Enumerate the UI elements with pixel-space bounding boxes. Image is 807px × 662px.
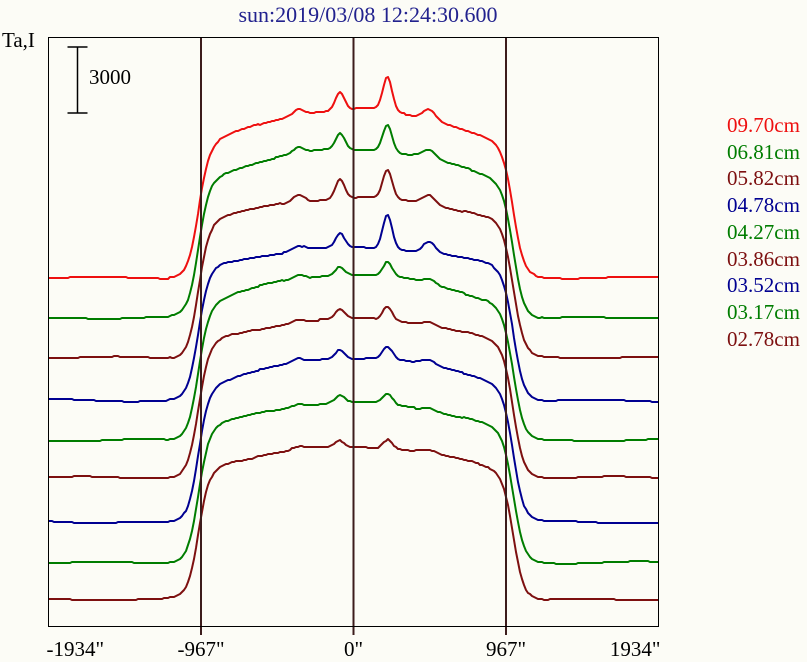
legend-item-04.27cm: 04.27cm [727,219,800,244]
legend-item-04.78cm: 04.78cm [727,193,800,218]
x-tick-label-0: 0" [343,637,364,661]
legend-item-03.86cm: 03.86cm [727,246,800,271]
chart-title: sun:2019/03/08 12:24:30.600 [238,2,498,27]
legend-item-06.81cm: 06.81cm [727,139,800,164]
legend-item-03.52cm: 03.52cm [727,273,800,298]
x-tick-label-967: 967" [485,637,527,661]
scale-bar-value: 3000 [89,65,131,89]
y-axis-label: Ta,I [2,28,35,52]
wavelength-legend: 09.70cm 06.81cm 05.82cm 04.78cm 04.27cm 03.86… [727,112,800,352]
legend-item-09.70cm: 09.70cm [727,113,800,137]
plot-frame [48,37,659,627]
x-tick-label--967: -967" [177,637,225,661]
legend-item-02.78cm: 02.78cm [727,326,800,351]
x-tick-label--1934: -1934" [46,637,105,661]
legend-item-05.82cm: 05.82cm [727,166,800,191]
x-tick-label-1934: 1934" [609,637,661,661]
legend-item-03.17cm: 03.17cm [727,299,800,324]
